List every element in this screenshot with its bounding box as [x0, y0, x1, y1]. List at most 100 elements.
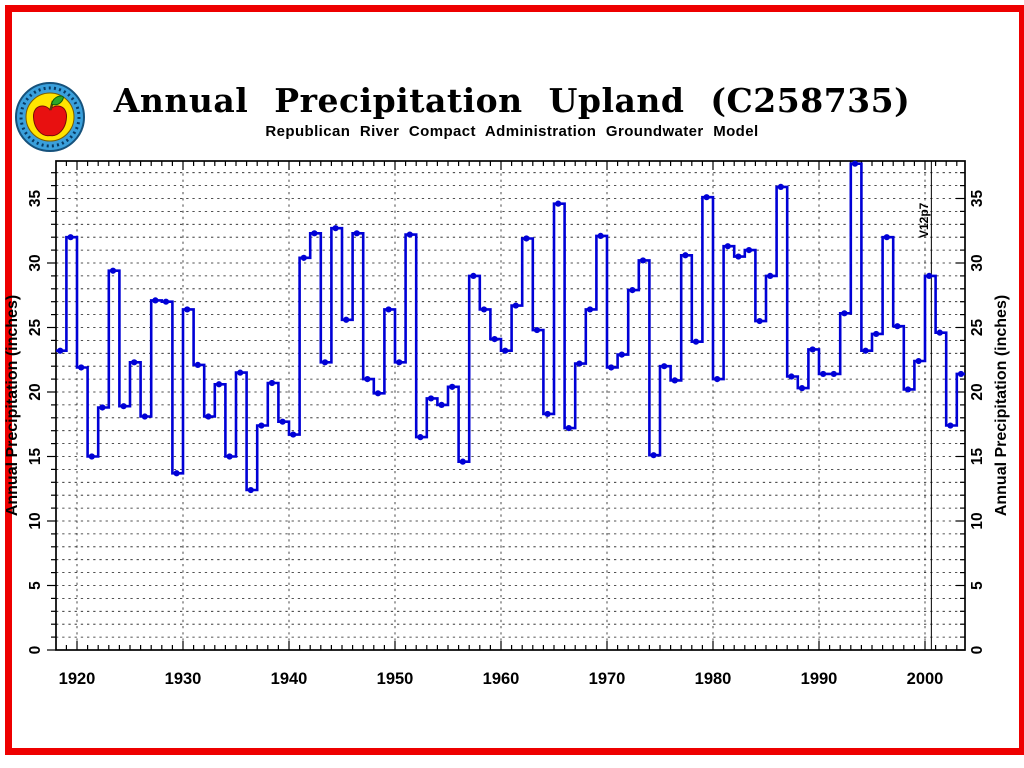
y-axis-tick-label-right: 10 — [969, 512, 986, 529]
data-point-dot — [724, 243, 731, 250]
data-point-dot — [247, 486, 254, 494]
data-point-dot — [735, 253, 742, 260]
x-axis-tick-label: 2000 — [907, 670, 944, 688]
data-point-dot — [194, 361, 201, 369]
data-point-dot — [67, 234, 74, 241]
data-point-dot — [544, 410, 551, 418]
data-point-dot — [78, 364, 85, 371]
data-point-dot — [480, 306, 488, 313]
data-point-dot — [470, 272, 477, 279]
y-axis-tick-label-left: 10 — [27, 512, 44, 529]
data-point-dot — [162, 298, 170, 305]
x-axis-tick-label: 1930 — [165, 670, 202, 688]
data-point-dot — [332, 225, 339, 232]
data-point-dot — [798, 385, 806, 392]
data-point-dot — [406, 231, 413, 238]
data-point-dot — [109, 267, 117, 274]
y-axis-tick-label-left: 35 — [27, 190, 44, 208]
chart-header: Annual Precipitation Upland (C258735) Re… — [0, 81, 1024, 140]
data-point-dot — [343, 316, 350, 323]
x-axis-tick-label: 1950 — [377, 670, 414, 688]
y-axis-tick-label-left: 30 — [27, 254, 44, 271]
data-point-dot — [809, 346, 816, 353]
data-point-dot — [152, 297, 159, 304]
data-point-dot — [374, 390, 382, 397]
y-axis-tick-label-left: 0 — [27, 646, 44, 655]
x-axis-tick-label: 1990 — [801, 670, 838, 688]
data-point-dot — [396, 359, 403, 366]
data-point-dot — [533, 326, 541, 334]
data-point-dot — [618, 351, 625, 358]
data-point-dot — [141, 413, 148, 420]
y-axis-tick-label-left: 5 — [27, 581, 44, 590]
data-point-dot — [290, 431, 297, 438]
data-point-dot — [120, 403, 127, 410]
data-point-dot — [205, 413, 212, 420]
data-point-dot — [300, 254, 307, 261]
x-axis-tick-label: 1960 — [483, 670, 520, 688]
data-point-dot — [184, 306, 191, 313]
data-point-dot — [957, 370, 965, 378]
data-point-dot — [788, 373, 795, 380]
data-point-dot — [279, 418, 286, 425]
data-point-dot — [258, 422, 265, 429]
data-point-dot — [427, 395, 435, 402]
x-axis-tick-label: 1920 — [59, 670, 96, 688]
data-point-dot — [830, 370, 837, 378]
y-axis-tick-label-right: 15 — [969, 448, 986, 466]
data-point-dot — [523, 235, 530, 242]
data-point-dot — [565, 425, 572, 432]
data-point-dot — [88, 453, 95, 460]
y-axis-title-left: Annual Precipitation (inches) — [4, 295, 21, 516]
data-point-dot — [576, 360, 583, 367]
x-axis-tick-label: 1980 — [695, 670, 732, 688]
data-point-dot — [936, 329, 943, 336]
data-point-dot — [777, 183, 784, 190]
data-point-dot — [661, 363, 668, 370]
data-point-dot — [883, 234, 890, 241]
data-point-dot — [714, 376, 721, 383]
data-point-dot — [745, 247, 753, 254]
plot-frame — [55, 160, 966, 651]
data-point-dot — [438, 401, 445, 408]
data-point-dot — [226, 453, 233, 460]
data-point-dot — [321, 359, 329, 366]
data-point-dot — [459, 458, 466, 465]
data-point-dot — [894, 323, 901, 330]
y-axis-tick-label-right: 35 — [969, 190, 986, 208]
data-point-dot — [502, 347, 509, 354]
x-axis-tick-label: 1940 — [271, 670, 308, 688]
y-axis-tick-label-right: 0 — [969, 646, 986, 655]
page-title: Annual Precipitation Upland (C258735) — [113, 81, 911, 120]
data-point-dot — [491, 336, 498, 343]
data-point-dot — [820, 370, 827, 378]
y-axis-tick-label-left: 20 — [27, 383, 44, 400]
data-point-dot — [237, 369, 244, 376]
data-point-dot — [364, 376, 371, 383]
data-point-dot — [671, 377, 678, 384]
data-point-dot — [417, 434, 424, 441]
page-subtitle: Republican River Compact Administration … — [265, 122, 759, 140]
data-point-dot — [639, 257, 647, 264]
data-point-dot — [99, 404, 106, 411]
y-axis-tick-label-right: 25 — [969, 319, 986, 337]
apple-logo-icon — [15, 82, 85, 152]
y-axis-tick-label-left: 25 — [27, 319, 44, 337]
data-point-dot — [873, 330, 880, 338]
data-point-dot — [608, 364, 615, 371]
data-point-dot — [512, 302, 519, 309]
data-point-dot — [215, 381, 223, 388]
data-point-dot — [947, 422, 954, 429]
y-axis-tick-label-right: 5 — [969, 581, 986, 590]
data-point-dot — [862, 347, 869, 354]
data-point-dot — [586, 306, 594, 313]
y-axis-tick-label-right: 20 — [969, 383, 986, 400]
data-point-dot — [767, 272, 774, 279]
data-point-dot — [385, 306, 392, 313]
data-point-dot — [650, 452, 657, 459]
data-point-dot — [841, 310, 848, 317]
data-point-dot — [904, 386, 912, 393]
annotation-label: V12p7 — [917, 202, 931, 238]
x-axis-tick-label: 1970 — [589, 670, 626, 688]
